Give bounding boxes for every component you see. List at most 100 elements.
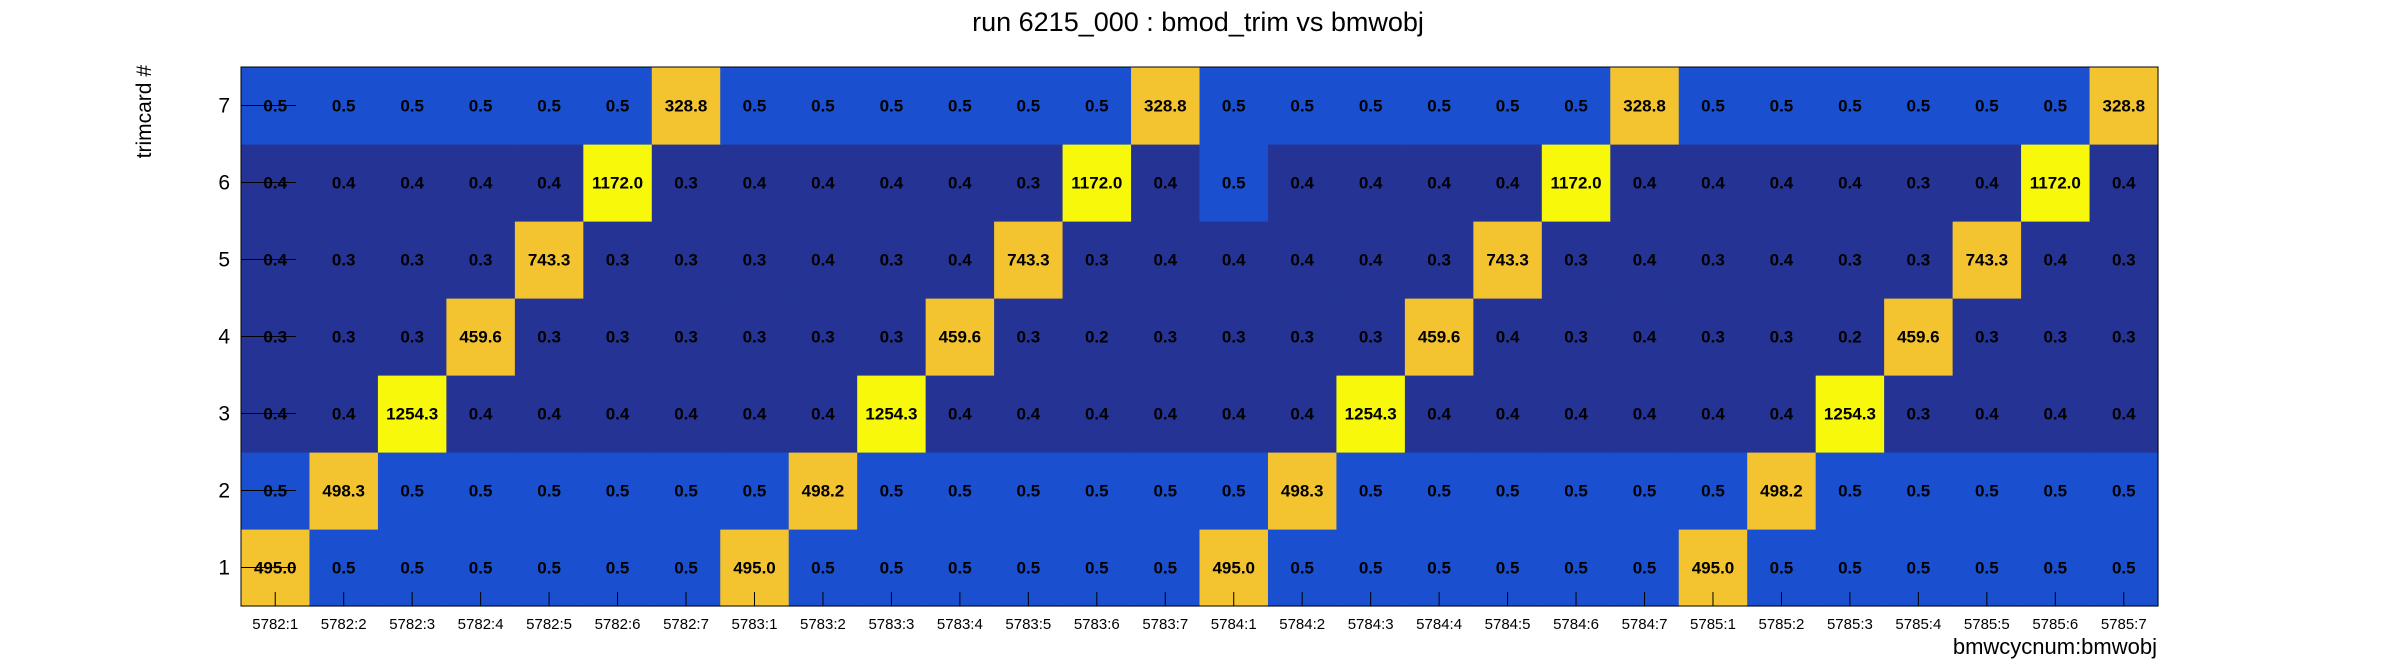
heatmap-cell <box>1131 144 1201 222</box>
heatmap-cell <box>1747 67 1817 145</box>
heatmap-cell <box>1884 67 1954 145</box>
cell-value-label: 0.3 <box>1222 328 1246 347</box>
cell-value-label: 0.4 <box>811 405 835 424</box>
heatmap-cell <box>857 221 927 299</box>
cell-value-label: 0.5 <box>1564 97 1588 116</box>
heatmap-cell <box>446 221 516 299</box>
cell-value-label: 0.5 <box>537 97 561 116</box>
heatmap-cell <box>1884 298 1954 376</box>
heatmap-cell <box>377 375 447 453</box>
cell-value-label: 0.4 <box>332 405 356 424</box>
cell-value-label: 0.4 <box>948 251 972 270</box>
cell-value-label: 743.3 <box>1486 251 1529 270</box>
heatmap-cell <box>1336 67 1406 145</box>
heatmap-cell <box>788 221 858 299</box>
heatmap-cell <box>1131 298 1201 376</box>
heatmap-cell <box>1610 298 1680 376</box>
x-tick-label: 5785:7 <box>2101 616 2147 633</box>
cell-value-label: 743.3 <box>1007 251 1050 270</box>
heatmap-cell <box>1747 298 1817 376</box>
heatmap-cell <box>1747 221 1817 299</box>
cell-value-label: 0.5 <box>1427 559 1451 578</box>
cell-value-label: 0.4 <box>811 174 835 193</box>
heatmap-cell <box>1952 452 2022 530</box>
x-tick-label: 5783:4 <box>937 616 983 633</box>
x-tick-label: 5783:3 <box>868 616 914 633</box>
cell-value-label: 459.6 <box>459 328 502 347</box>
cell-value-label: 0.5 <box>1907 97 1931 116</box>
x-tick-label: 5782:4 <box>458 616 504 633</box>
cell-value-label: 0.5 <box>1838 559 1862 578</box>
heatmap-cell <box>788 452 858 530</box>
cell-value-label: 0.4 <box>1427 174 1451 193</box>
cell-value-label: 0.5 <box>1838 482 1862 501</box>
heatmap-cell <box>1473 221 1543 299</box>
heatmap-cell <box>1473 298 1543 376</box>
cell-value-label: 0.3 <box>1290 328 1314 347</box>
cell-value-label: 0.4 <box>1770 405 1794 424</box>
x-tick-label: 5783:7 <box>1142 616 1188 633</box>
cell-value-label: 0.3 <box>537 328 561 347</box>
cell-value-label: 0.5 <box>537 482 561 501</box>
heatmap-cell <box>651 452 721 530</box>
heatmap-cell <box>1131 375 1201 453</box>
cell-value-label: 0.4 <box>1701 174 1725 193</box>
heatmap-cell <box>1062 375 1132 453</box>
x-tick-label: 5783:2 <box>800 616 846 633</box>
heatmap-cell <box>583 221 653 299</box>
heatmap-cell <box>446 144 516 222</box>
cell-value-label: 0.4 <box>1770 174 1794 193</box>
cell-value-label: 0.3 <box>332 251 356 270</box>
heatmap-cell <box>377 298 447 376</box>
cell-value-label: 459.6 <box>939 328 982 347</box>
cell-value-label: 0.4 <box>743 405 767 424</box>
heatmap-cell <box>514 452 584 530</box>
heatmap-cell <box>651 298 721 376</box>
cell-value-label: 0.5 <box>1496 97 1520 116</box>
cell-value-label: 495.0 <box>1212 559 1255 578</box>
cell-value-label: 0.5 <box>1153 482 1177 501</box>
cell-value-label: 0.5 <box>1222 482 1246 501</box>
cell-value-label: 0.4 <box>880 174 904 193</box>
heatmap-cell <box>1610 221 1680 299</box>
heatmap-cell <box>309 67 379 145</box>
cell-value-label: 0.3 <box>1975 328 1999 347</box>
heatmap-cell <box>1952 375 2022 453</box>
heatmap-cell <box>1131 221 1201 299</box>
cell-value-label: 1254.3 <box>1345 405 1397 424</box>
heatmap-cell <box>857 298 927 376</box>
cell-value-label: 0.4 <box>2043 405 2067 424</box>
y-axis-ticks: 1 2 3 4 5 6 7 <box>218 95 296 580</box>
heatmap-cell <box>720 67 790 145</box>
heatmap-cell <box>1610 144 1680 222</box>
cell-value-label: 0.5 <box>537 559 561 578</box>
y-tick-label: 4 <box>218 326 230 349</box>
cell-value-label: 0.5 <box>606 559 630 578</box>
x-tick-label: 5782:5 <box>526 616 572 633</box>
y-tick-label: 2 <box>218 480 230 503</box>
heatmap-cell <box>925 67 995 145</box>
cell-value-label: 0.5 <box>1085 482 1109 501</box>
cell-value-label: 0.5 <box>2043 559 2067 578</box>
cell-value-label: 0.3 <box>400 251 424 270</box>
heatmap-cell <box>1473 67 1543 145</box>
cell-value-label: 1172.0 <box>2030 174 2081 193</box>
heatmap-cell <box>2089 452 2159 530</box>
cell-value-label: 0.5 <box>1701 97 1725 116</box>
heatmap-cell <box>720 375 790 453</box>
x-tick-label: 5784:2 <box>1279 616 1325 633</box>
heatmap-cell <box>309 298 379 376</box>
heatmap-cell <box>857 375 927 453</box>
cell-value-label: 0.5 <box>948 559 972 578</box>
heatmap-cell <box>2089 144 2159 222</box>
cell-value-label: 0.5 <box>1564 559 1588 578</box>
x-tick-label: 5784:6 <box>1553 616 1599 633</box>
heatmap-cell <box>925 144 995 222</box>
heatmap-cell <box>583 452 653 530</box>
cell-value-label: 0.5 <box>1633 482 1657 501</box>
heatmap-cell <box>1678 221 1748 299</box>
heatmap-cell <box>1404 221 1474 299</box>
heatmap-cell <box>1336 144 1406 222</box>
heatmap-cell <box>857 144 927 222</box>
cell-value-label: 0.5 <box>880 559 904 578</box>
